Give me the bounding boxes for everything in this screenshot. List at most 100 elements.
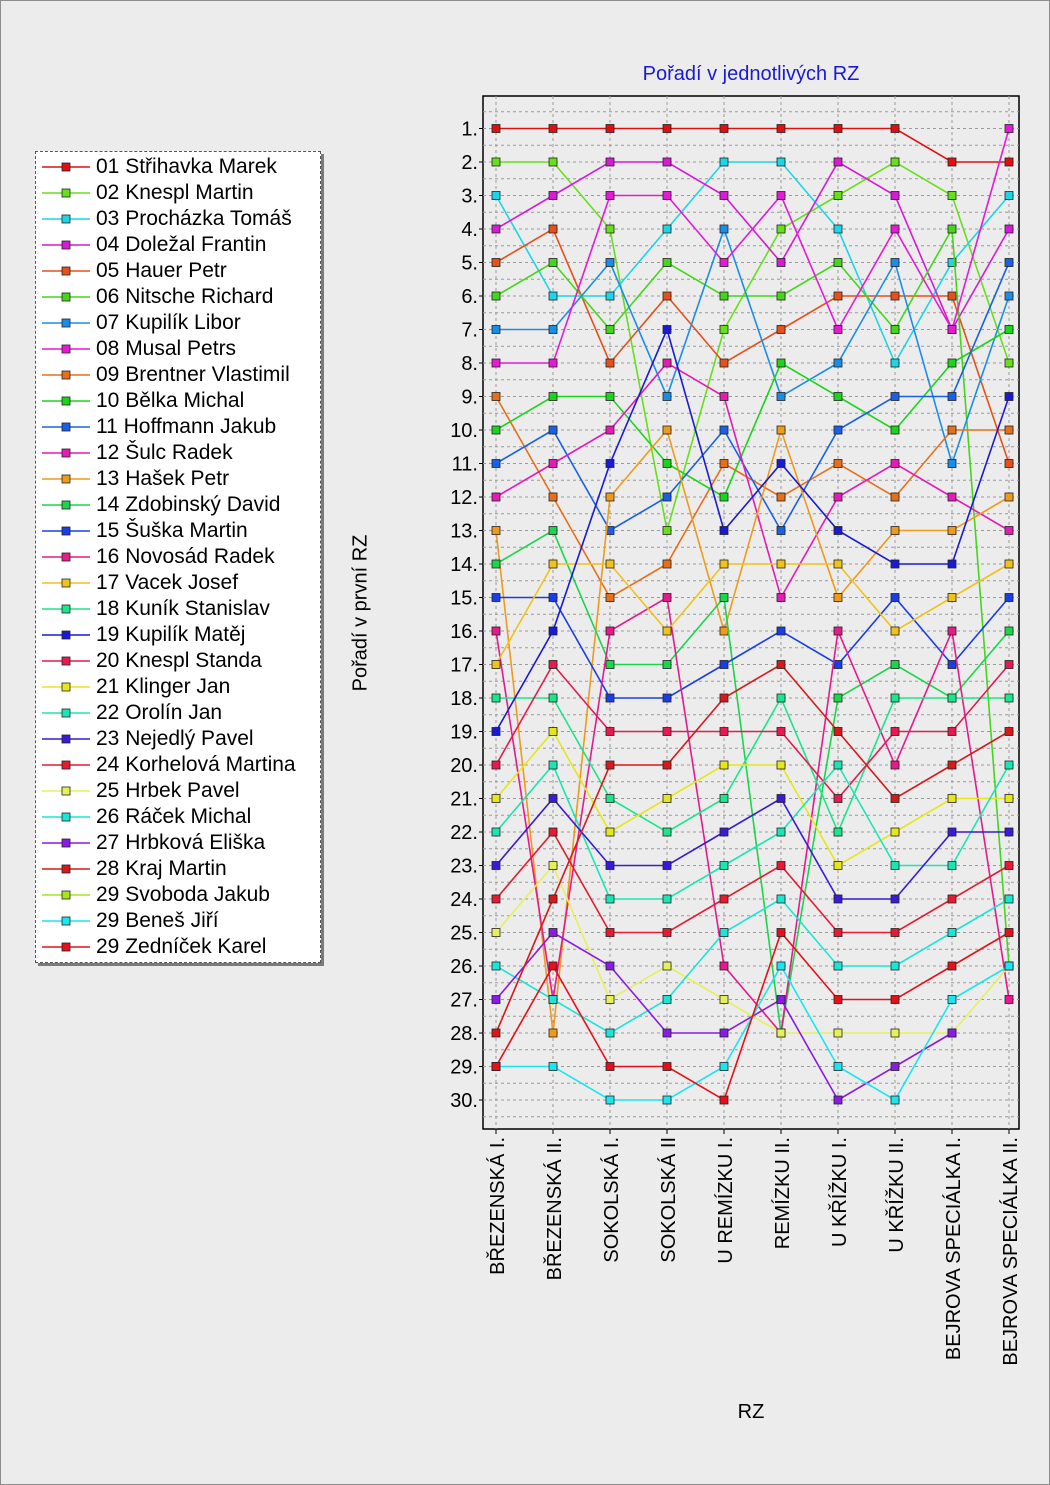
legend-swatch [42, 188, 90, 198]
data-point [947, 995, 957, 1004]
data-point [491, 626, 501, 636]
data-point [1004, 626, 1014, 636]
y-axis-title-text: Pořadí v první RZ [349, 534, 372, 692]
data-point [776, 727, 786, 736]
legend-item: 18 Kuník Stanislav [36, 596, 320, 622]
series-line [496, 596, 1010, 699]
data-point [491, 593, 501, 602]
data-point [833, 727, 843, 736]
data-point [662, 827, 672, 837]
legend-swatch [42, 552, 90, 562]
legend-label: 21 Klinger Jan [96, 675, 231, 698]
data-point [833, 425, 843, 435]
legend-item: 21 Klinger Jan [36, 674, 320, 700]
data-point [491, 291, 501, 301]
legend-swatch-marker [61, 266, 71, 276]
data-point [491, 995, 501, 1004]
data-point [776, 995, 786, 1004]
data-point [548, 358, 558, 368]
data-point [1004, 258, 1014, 267]
data-point [605, 961, 615, 971]
data-point [890, 559, 900, 569]
data-point [491, 760, 501, 770]
data-point [662, 693, 672, 703]
x-tick-label: BEJROVA SPECIÁLKA I. [942, 1137, 965, 1360]
legend-label: 04 Doležal Frantin [96, 233, 267, 256]
series-2 [491, 157, 1014, 535]
data-point [662, 291, 672, 301]
data-point [776, 459, 786, 468]
data-point [833, 526, 843, 535]
data-point [776, 693, 786, 703]
data-point [890, 191, 900, 200]
y-tick-label: 29. [450, 1057, 478, 1079]
x-tick-label: BEJROVA SPECIÁLKA II. [999, 1137, 1022, 1366]
data-point [1004, 995, 1014, 1004]
data-point [947, 325, 957, 334]
data-point [719, 1095, 729, 1105]
data-point [833, 693, 843, 703]
legend-swatch-marker [61, 812, 71, 822]
data-point [1004, 660, 1014, 669]
data-point [947, 827, 957, 837]
legend-swatch [42, 370, 90, 380]
y-tick-label: 15. [450, 588, 478, 610]
legend-swatch-marker [61, 318, 71, 328]
data-point [548, 626, 558, 636]
data-point [833, 593, 843, 602]
data-point [491, 961, 501, 971]
legend-swatch-marker [61, 890, 71, 900]
data-point [890, 626, 900, 636]
data-point [833, 861, 843, 870]
data-point [662, 861, 672, 870]
data-point [1004, 291, 1014, 301]
data-point [833, 358, 843, 368]
data-point [491, 157, 501, 167]
legend-label: 18 Kuník Stanislav [96, 597, 270, 620]
legend-item: 05 Hauer Petr [36, 258, 320, 284]
data-point [491, 224, 501, 234]
data-point [719, 1028, 729, 1038]
legend-swatch-marker [61, 448, 71, 458]
legend-swatch [42, 760, 90, 770]
legend-item: 13 Hašek Petr [36, 466, 320, 492]
data-point [890, 894, 900, 904]
data-point [548, 124, 558, 133]
x-tick-label: BŘEZENSKÁ I. [486, 1137, 509, 1275]
data-point [890, 392, 900, 401]
data-point [605, 693, 615, 703]
x-tick-label: REMÍZKU II. [771, 1137, 794, 1249]
data-point [662, 961, 672, 971]
data-point [719, 593, 729, 602]
data-point [947, 392, 957, 401]
data-point [776, 559, 786, 569]
data-point [719, 760, 729, 770]
y-tick-label: 5. [461, 253, 478, 275]
data-point [491, 660, 501, 669]
data-point [776, 124, 786, 133]
data-point [947, 626, 957, 636]
data-point [947, 861, 957, 870]
data-point [890, 224, 900, 234]
legend-swatch-marker [61, 396, 71, 406]
data-point [1004, 157, 1014, 167]
legend-swatch [42, 578, 90, 588]
series-19 [491, 325, 1014, 736]
legend-item: 10 Bělka Michal [36, 388, 320, 414]
legend-item: 06 Nitsche Richard [36, 284, 320, 310]
legend-swatch-marker [61, 630, 71, 640]
legend-swatch [42, 864, 90, 874]
legend-label: 01 Střihavka Marek [96, 155, 277, 178]
legend-label: 26 Ráček Michal [96, 805, 252, 828]
data-point [890, 325, 900, 334]
legend-item: 07 Kupilík Libor [36, 310, 320, 336]
legend-item: 28 Kraj Martin [36, 856, 320, 882]
data-point [890, 124, 900, 133]
y-tick-label: 26. [450, 956, 478, 978]
data-point [776, 425, 786, 435]
data-point [605, 894, 615, 904]
legend-swatch [42, 162, 90, 172]
legend-item: 03 Procházka Tomáš [36, 206, 320, 232]
legend-item: 11 Hoffmann Jakub [36, 414, 320, 440]
legend-swatch [42, 474, 90, 484]
